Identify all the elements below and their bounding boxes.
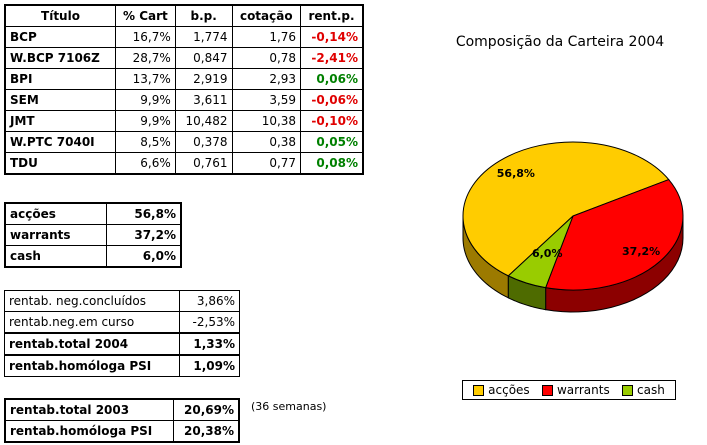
pie-slice-warrants xyxy=(544,178,684,291)
cell-bp: 0,761 xyxy=(174,152,233,175)
returns-label: rentab.homóloga PSI xyxy=(3,354,181,377)
allocation-table: acções 56,8% warrants 37,2% cash 6,0% xyxy=(4,202,182,268)
allocation-value: 56,8% xyxy=(106,202,182,225)
returns-2003-row: rentab.total 2003 20,69% xyxy=(4,398,240,421)
cell-bp: 3,611 xyxy=(174,89,233,111)
cell-cart: 16,7% xyxy=(114,26,176,48)
weeks-note: (36 semanas) xyxy=(251,400,327,413)
cell-rent: 0,05% xyxy=(300,131,364,153)
pie-label-warrants: 37,2% xyxy=(622,245,660,258)
pie-label-cash: 6,0% xyxy=(532,247,563,260)
cell-cart: 28,7% xyxy=(114,47,176,69)
returns-2003-label: rentab.total 2003 xyxy=(4,398,174,421)
returns-label: rentab. neg.concluídos xyxy=(3,290,181,312)
cell-titulo: JMT xyxy=(4,110,116,132)
header-rent: rent.p. xyxy=(300,4,364,27)
portfolio-row: W.BCP 7106Z 28,7% 0,847 0,78 -2,41% xyxy=(4,47,364,69)
header-titulo: Título xyxy=(4,4,116,27)
cell-bp: 0,847 xyxy=(174,47,233,69)
portfolio-table: Título % Cart b.p. cotação rent.p. BCP 16… xyxy=(4,4,364,175)
portfolio-header-row: Título % Cart b.p. cotação rent.p. xyxy=(4,4,364,27)
pie-chart: Composição da Carteira 2004 56,8% 37,2% 6,… xyxy=(456,34,684,313)
cell-bp: 1,774 xyxy=(174,26,233,48)
cell-cart: 6,6% xyxy=(114,152,176,175)
header-bp: b.p. xyxy=(174,4,233,27)
pie-slice-acções xyxy=(462,141,670,277)
cell-bp: 2,919 xyxy=(174,68,233,90)
cell-cotacao: 10,38 xyxy=(231,110,302,132)
chart-title: Composição da Carteira 2004 xyxy=(456,34,664,50)
portfolio-row: SEM 9,9% 3,611 3,59 -0,06% xyxy=(4,89,364,111)
cell-titulo: BPI xyxy=(4,68,116,90)
returns-label: rentab.neg.em curso xyxy=(3,311,181,334)
cell-rent: -0,14% xyxy=(300,26,364,48)
legend-item-acções: acções xyxy=(473,383,530,397)
cell-cotacao: 0,78 xyxy=(231,47,302,69)
legend-item-warrants: warrants xyxy=(541,383,610,397)
cell-titulo: W.BCP 7106Z xyxy=(4,47,116,69)
legend-item-cash: cash xyxy=(622,383,665,397)
cell-bp: 0,378 xyxy=(174,131,233,153)
allocation-row: warrants 37,2% xyxy=(4,224,182,246)
cell-cotacao: 0,38 xyxy=(231,131,302,153)
legend-swatch xyxy=(622,384,634,396)
pie-label-acções: 56,8% xyxy=(497,167,535,180)
portfolio-row: BCP 16,7% 1,774 1,76 -0,14% xyxy=(4,26,364,48)
portfolio-row: JMT 9,9% 10,482 10,38 -0,10% xyxy=(4,110,364,132)
legend-label: cash xyxy=(637,383,665,397)
cell-cart: 8,5% xyxy=(114,131,176,153)
cell-cotacao: 2,93 xyxy=(231,68,302,90)
cell-cotacao: 0,77 xyxy=(231,152,302,175)
allocation-row: cash 6,0% xyxy=(4,245,182,268)
allocation-value: 37,2% xyxy=(106,224,182,246)
allocation-label: cash xyxy=(4,245,108,268)
allocation-label: warrants xyxy=(4,224,108,246)
cell-rent: -2,41% xyxy=(300,47,364,69)
cell-rent: -0,06% xyxy=(300,89,364,111)
cell-cart: 9,9% xyxy=(114,110,176,132)
returns-value: -2,53% xyxy=(179,311,240,334)
cell-titulo: W.PTC 7040I xyxy=(4,131,116,153)
allocation-value: 6,0% xyxy=(106,245,182,268)
cell-cart: 13,7% xyxy=(114,68,176,90)
header-cart: % Cart xyxy=(114,4,176,27)
returns-row: rentab.neg.em curso -2,53% xyxy=(3,311,240,334)
cell-cart: 9,9% xyxy=(114,89,176,111)
cell-rent: 0,06% xyxy=(300,68,364,90)
chart-legend: acções warrants cash xyxy=(462,380,676,400)
allocation-label: acções xyxy=(4,202,108,225)
cell-rent: 0,08% xyxy=(300,152,364,175)
allocation-row: acções 56,8% xyxy=(4,202,182,225)
returns-2003-value: 20,38% xyxy=(172,420,240,443)
pie-slice-cash xyxy=(507,215,574,289)
header-cotacao: cotação xyxy=(231,4,302,27)
returns-2003-value: 20,69% xyxy=(172,398,240,421)
returns-row: rentab. neg.concluídos 3,86% xyxy=(3,290,240,312)
portfolio-row: W.PTC 7040I 8,5% 0,378 0,38 0,05% xyxy=(4,131,364,153)
returns-row: rentab.total 2004 1,33% xyxy=(3,332,240,356)
returns-value: 3,86% xyxy=(179,290,240,312)
cell-titulo: SEM xyxy=(4,89,116,111)
returns-table: rentab. neg.concluídos 3,86% rentab.neg.em… xyxy=(3,290,240,377)
cell-titulo: BCP xyxy=(4,26,116,48)
returns-2003-table: rentab.total 2003 20,69% rentab.homóloga P… xyxy=(4,398,240,443)
returns-label: rentab.total 2004 xyxy=(3,332,181,356)
legend-swatch xyxy=(473,384,485,396)
legend-label: acções xyxy=(488,383,530,397)
cell-rent: -0,10% xyxy=(300,110,364,132)
returns-2003-label: rentab.homóloga PSI xyxy=(4,420,174,443)
cell-cotacao: 3,59 xyxy=(231,89,302,111)
returns-row: rentab.homóloga PSI 1,09% xyxy=(3,354,240,377)
cell-bp: 10,482 xyxy=(174,110,233,132)
legend-swatch xyxy=(541,384,553,396)
cell-cotacao: 1,76 xyxy=(231,26,302,48)
portfolio-row: TDU 6,6% 0,761 0,77 0,08% xyxy=(4,152,364,175)
legend-label: warrants xyxy=(556,383,610,397)
returns-value: 1,09% xyxy=(179,354,240,377)
returns-value: 1,33% xyxy=(179,332,240,356)
returns-2003-row: rentab.homóloga PSI 20,38% xyxy=(4,420,240,443)
cell-titulo: TDU xyxy=(4,152,116,175)
portfolio-row: BPI 13,7% 2,919 2,93 0,06% xyxy=(4,68,364,90)
